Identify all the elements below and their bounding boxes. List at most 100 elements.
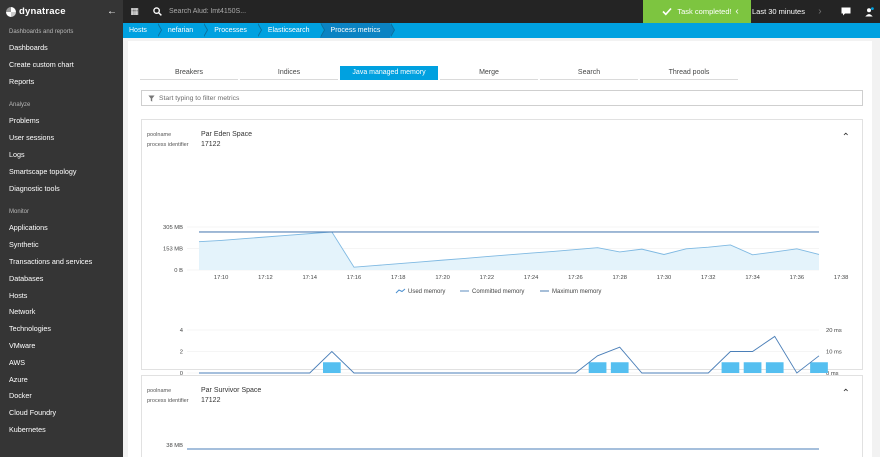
sidebar-item-network[interactable]: Network [9, 307, 36, 317]
timeframe-next-icon[interactable]: › [818, 6, 822, 17]
pid-value: 17122 [201, 397, 221, 404]
x-tick-label: 17:28 [612, 275, 627, 281]
tab-breakers[interactable]: Breakers [140, 66, 238, 80]
sidebar-item-cloud-foundry[interactable]: Cloud Foundry [9, 408, 57, 418]
sidebar-item-problems[interactable]: Problems [9, 116, 40, 126]
legend-label: Used memory [408, 289, 445, 295]
breadcrumb: Hosts nefarian Processes Elasticsearch Proce… [123, 23, 880, 38]
x-tick-label: 17:12 [258, 275, 273, 281]
sidebar-item-hosts[interactable]: Hosts [9, 290, 28, 300]
search-input[interactable] [169, 8, 629, 15]
sidebar-item-databases[interactable]: Databases [9, 273, 44, 283]
topbar-actions [834, 0, 880, 23]
metric-tabs: Breakers Indices Java managed memory Merge S… [140, 66, 740, 80]
collapse-chevron-icon[interactable]: ⌃ [841, 388, 850, 399]
breadcrumb-item-hosts[interactable]: Hosts [123, 23, 162, 38]
legend-item-maximum-memory[interactable]: Maximum memory [540, 289, 601, 295]
filter-icon [148, 94, 155, 102]
y-right-tick-label: 0 ms [826, 371, 839, 377]
task-status-text: Task completed! [677, 7, 732, 16]
sidebar-item-reports[interactable]: Reports [9, 76, 35, 86]
x-tick-label: 17:14 [302, 275, 317, 281]
legend-item-used-memory[interactable]: Used memory [395, 288, 445, 295]
sidebar-nav: Dashboards and reports Dashboards Create c… [0, 25, 123, 439]
gc-count-bar [323, 362, 341, 373]
sidebar-item-diagnostic-tools[interactable]: Diagnostic tools [9, 183, 60, 193]
x-tick-label: 17:16 [347, 275, 362, 281]
checkmark-icon [662, 7, 672, 16]
user-icon[interactable] [857, 0, 880, 23]
collapse-menu-icon[interactable]: ← [107, 6, 117, 17]
breadcrumb-item-process-metrics[interactable]: Process metrics [319, 23, 396, 38]
dynatrace-logo[interactable]: dynatrace [6, 6, 66, 17]
poolname-label: poolname [147, 132, 172, 138]
memory-chart: 305 MB 153 MB 0 B 17:10 17:12 17:14 17:16 17:18… [163, 225, 849, 295]
breadcrumb-item-processes[interactable]: Processes [203, 23, 262, 38]
breadcrumb-item-elasticsearch[interactable]: Elasticsearch [257, 23, 325, 38]
dynatrace-logo-icon [6, 6, 16, 17]
pid-value: 17122 [201, 141, 221, 148]
pool-meta: poolname Par Eden Space process identifie… [147, 130, 252, 150]
tab-java-managed-memory[interactable]: Java managed memory [340, 66, 438, 80]
timeframe-prev-icon[interactable]: ‹ [735, 6, 739, 17]
survivor-chart: 38 MB [166, 443, 819, 450]
sidebar-item-smartscape-topology[interactable]: Smartscape topology [9, 166, 77, 176]
sidebar-item-vmware[interactable]: VMware [9, 340, 36, 350]
legend-item-committed-memory[interactable]: Committed memory [460, 289, 524, 295]
filter-bar[interactable] [141, 90, 863, 106]
sidebar-item-technologies[interactable]: Technologies [9, 324, 51, 334]
legend-label: Maximum memory [552, 289, 601, 295]
sidebar-item-synthetic[interactable]: Synthetic [9, 240, 39, 250]
pid-label: process identifier [147, 398, 189, 404]
keyboard-icon[interactable]: ▦ [130, 6, 139, 16]
pool-meta: poolname Par Survivor Space process ident… [147, 386, 261, 406]
sidebar-item-user-sessions[interactable]: User sessions [9, 133, 55, 143]
sidebar-item-logs[interactable]: Logs [9, 149, 25, 159]
tab-search[interactable]: Search [540, 66, 638, 80]
used-memory-line [198, 231, 820, 268]
x-tick-label: 17:30 [657, 275, 672, 281]
y-right-tick-label: 20 ms [826, 328, 842, 334]
task-status-badge[interactable]: Task completed! [643, 0, 751, 23]
logo-text: dynatrace [19, 6, 66, 17]
sidebar-item-kubernetes[interactable]: Kubernetes [9, 424, 46, 434]
sidebar: dynatrace ← Dashboards and reports Dashbo… [0, 0, 123, 457]
y-tick-label: 153 MB [163, 247, 183, 253]
sidebar-item-dashboards[interactable]: Dashboards [9, 43, 48, 52]
filter-input[interactable] [159, 94, 759, 102]
search-icon[interactable] [146, 0, 169, 23]
timeframe-selector: ‹ Last 30 minutes › [728, 0, 838, 23]
collapse-chevron-icon[interactable]: ⌃ [841, 132, 850, 143]
sidebar-item-transactions-and-services[interactable]: Transactions and services [9, 256, 93, 266]
x-tick-label: 17:10 [214, 275, 229, 281]
chat-icon[interactable] [834, 0, 857, 23]
tab-indices[interactable]: Indices [240, 66, 338, 80]
pool-panel-survivor: poolname Par Survivor Space process ident… [141, 375, 863, 457]
gc-count-bar [765, 362, 784, 373]
x-tick-label: 17:26 [568, 275, 583, 281]
sidebar-item-applications[interactable]: Applications [9, 223, 48, 233]
x-tick-label: 17:38 [834, 275, 849, 281]
tab-thread-pools[interactable]: Thread pools [640, 66, 738, 80]
used-memory-area [199, 231, 819, 270]
y-left-tick-label: 4 [180, 328, 184, 334]
x-tick-label: 17:32 [701, 275, 716, 281]
y-tick-label: 0 B [174, 268, 183, 274]
nav-section-dashboards-and-reports: Dashboards and reports [9, 29, 74, 35]
sidebar-header: dynatrace ← [0, 0, 123, 23]
sidebar-item-docker[interactable]: Docker [9, 391, 32, 401]
timeframe-label[interactable]: Last 30 minutes [752, 7, 805, 16]
y-tick-label: 305 MB [163, 225, 183, 231]
tab-merge[interactable]: Merge [440, 66, 538, 80]
sidebar-item-aws[interactable]: AWS [9, 357, 26, 367]
x-tick-label: 17:34 [745, 275, 760, 281]
x-tick-label: 17:24 [524, 275, 539, 281]
breadcrumb-item-nefarian[interactable]: nefarian [157, 23, 209, 38]
x-tick-label: 17:36 [790, 275, 805, 281]
main-content: Breakers Indices Java managed memory Merge S… [128, 41, 872, 457]
sidebar-item-create-custom-chart[interactable]: Create custom chart [9, 59, 74, 69]
x-tick-label: 17:22 [480, 275, 495, 281]
sidebar-item-azure[interactable]: Azure [9, 374, 28, 384]
gc-count-bar [588, 362, 607, 373]
y-tick-label: 38 MB [166, 443, 183, 449]
